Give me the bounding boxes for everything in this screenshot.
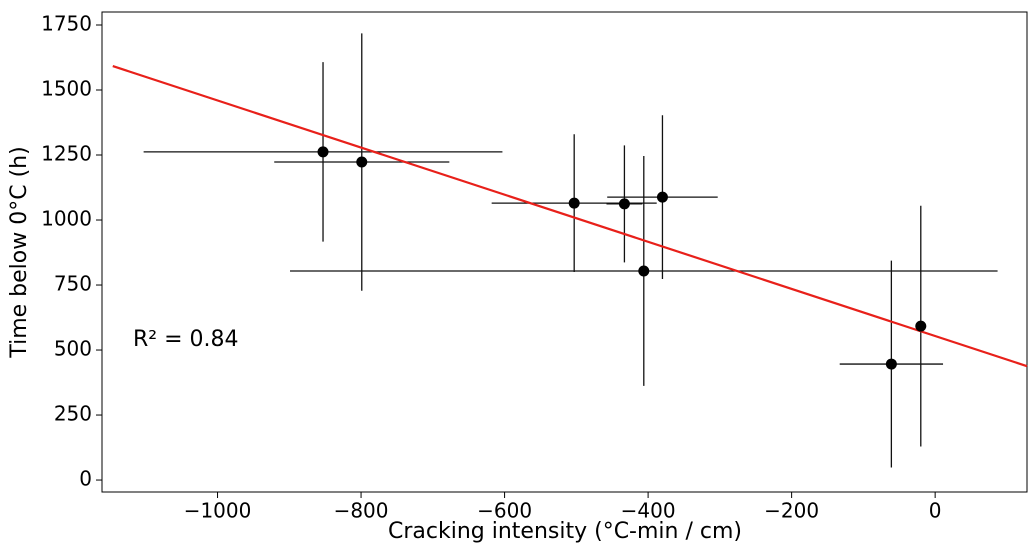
x-tick-label: −600 — [477, 499, 532, 523]
point — [568, 197, 580, 209]
x-axis-label: Cracking intensity (°C-min / cm) — [388, 519, 742, 544]
y-tick-label: 500 — [54, 337, 92, 361]
x-tick-label: −200 — [764, 499, 819, 523]
y-tick-label: 1750 — [41, 12, 92, 36]
y-tick-label: 1000 — [41, 207, 92, 231]
point — [915, 320, 927, 332]
y-tick-label: 1250 — [41, 142, 92, 166]
point — [356, 156, 368, 168]
point — [885, 358, 897, 370]
x-tick-label: −800 — [334, 499, 389, 523]
point — [317, 146, 329, 158]
y-axis-label: Time below 0°C (h) — [7, 146, 32, 358]
x-tick-label: −400 — [621, 499, 676, 523]
point — [638, 265, 650, 277]
point — [656, 191, 668, 203]
y-tick-label: 1500 — [41, 77, 92, 101]
x-tick-label: −1000 — [184, 499, 252, 523]
regression-line — [112, 65, 1028, 368]
y-tick-label: 0 — [79, 467, 92, 491]
y-tick-label: 250 — [54, 402, 92, 426]
plot-frame — [101, 11, 1028, 493]
y-tick-label: 750 — [54, 272, 92, 296]
point — [618, 198, 630, 210]
r-squared-annotation: R² = 0.84 — [133, 327, 239, 352]
x-tick-label: 0 — [929, 499, 942, 523]
